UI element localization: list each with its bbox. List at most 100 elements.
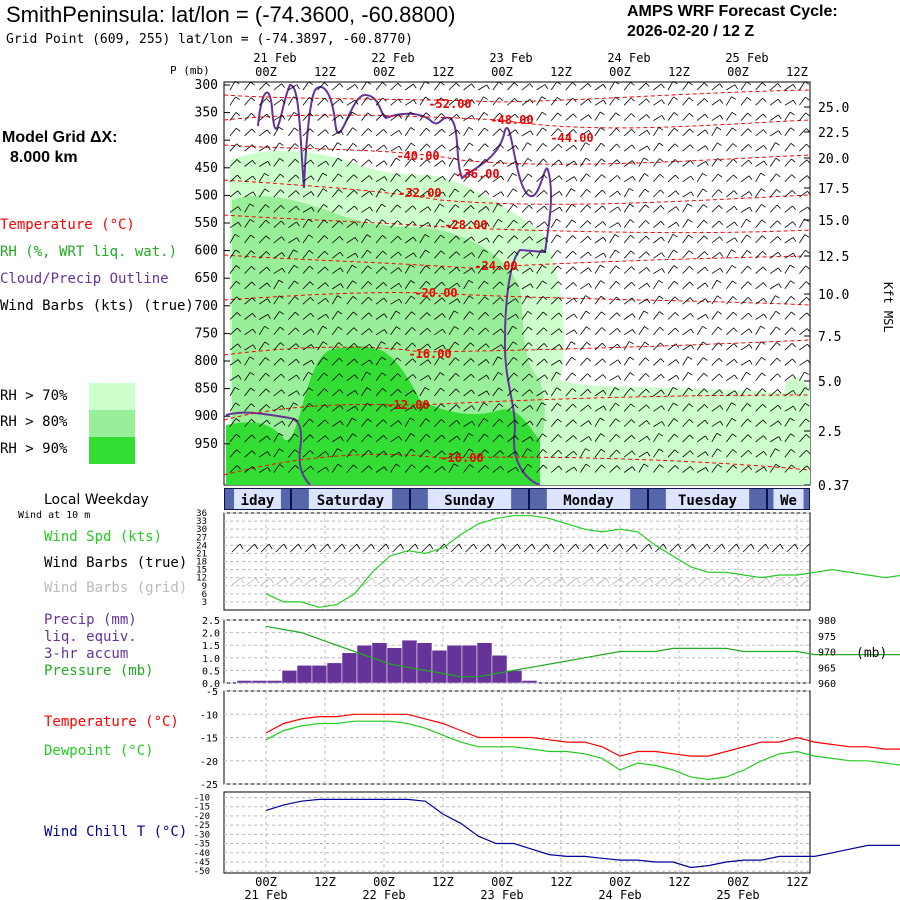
wind-barb: [507, 372, 518, 381]
wind-barb-true: [275, 543, 288, 553]
wind-barb: [536, 402, 547, 412]
wind-barb: [302, 359, 315, 366]
wind-barb: [653, 158, 664, 167]
wind-barb: [550, 96, 562, 106]
wind-barb: [638, 404, 650, 412]
wind-barb: [623, 341, 634, 351]
bottom-hour-label: 00Z: [609, 875, 631, 889]
wind-barb: [404, 83, 417, 91]
wind-barb: [448, 173, 459, 183]
wind-barb: [448, 235, 460, 244]
wind-barb: [550, 159, 563, 167]
wind-barb: [682, 297, 694, 305]
wind-barb: [623, 203, 635, 213]
wind-barb: [375, 250, 387, 259]
wind-barb: [667, 112, 679, 121]
wind-barb: [507, 325, 518, 336]
wind-barb: [799, 96, 810, 106]
wind-speed-tick-label: 36: [196, 509, 207, 519]
wind-barb-true: [698, 543, 711, 553]
precip-panel: 2.5 2.01.5 1.00.5 0.0 980 975 970 965 960 (mb): [202, 616, 900, 690]
wind-barb: [696, 129, 709, 137]
wind-barb: [784, 99, 797, 106]
legend-rh: RH (%, WRT liq. wat.): [0, 244, 178, 260]
wind-barb: [258, 161, 271, 167]
wind-barb: [404, 264, 415, 274]
wind-barb-true: [348, 543, 361, 553]
wind-barb: [784, 221, 797, 229]
wind-barb: [434, 372, 445, 381]
wind-barb: [273, 311, 284, 320]
kft-tick-label: 25.0: [818, 101, 849, 116]
wind-barb: [507, 251, 519, 259]
precip-bar: [356, 644, 373, 684]
wind-barb: [696, 357, 708, 366]
cloud-outline: [257, 84, 553, 485]
wind-barb-true: [596, 543, 609, 553]
wind-barb-true: [669, 543, 682, 553]
wind-barb: [667, 249, 678, 259]
wind-barb: [682, 234, 693, 244]
wind-barb: [244, 328, 256, 336]
wind-barb: [229, 312, 241, 320]
wind-barb: [623, 113, 636, 121]
wind-barb: [434, 160, 446, 167]
wind-barb: [434, 191, 446, 198]
rh-fill-group: [226, 150, 810, 485]
wind-barb-true: [377, 543, 390, 553]
top-hour-label: 00Z: [609, 65, 631, 79]
wind-barb: [375, 388, 387, 397]
wind-barb: [258, 282, 271, 290]
wind-barb-true: [757, 543, 769, 553]
wind-barb: [244, 160, 256, 167]
precip-bar: [236, 680, 253, 684]
precip-bar: [461, 644, 478, 684]
wind-barb: [404, 205, 417, 213]
wind-barb-true: [786, 543, 799, 553]
wind-barb: [244, 387, 255, 397]
wind-barb: [565, 356, 576, 366]
pressure-tick-label: 600: [195, 244, 218, 259]
wind-barb: [477, 465, 490, 473]
wind-barb: [623, 356, 635, 366]
wind-barb-grid: [363, 577, 376, 586]
wind-barb: [229, 296, 241, 305]
wind-barb: [463, 205, 475, 213]
wind-barb: [404, 448, 416, 458]
model-grid-line-2: 8.000 km: [10, 149, 78, 166]
wind-barb: [550, 218, 561, 228]
wind-barb: [638, 82, 650, 91]
wind-barb: [623, 176, 636, 183]
top-hour-label: 00Z: [255, 65, 277, 79]
top-hour-label: 12Z: [432, 65, 454, 79]
cross-section-panel: -52.00 -48.00 -44.00 -40.00 -36.00 -32.00 -28.…: [170, 51, 895, 494]
wind-barb: [521, 130, 534, 137]
wind-barb: [799, 265, 810, 274]
wind-barb: [536, 84, 549, 91]
wind-barb: [784, 405, 797, 412]
wind-barb: [667, 327, 680, 336]
wind-speed-tick-label: 21: [196, 549, 207, 559]
wind-barb: [740, 250, 752, 259]
wind-barb: [375, 313, 388, 320]
wind-barb: [638, 220, 650, 228]
wind-barb: [507, 313, 519, 320]
wind-barb: [317, 82, 329, 91]
wind-barb: [726, 237, 738, 244]
wind-barb: [521, 373, 534, 381]
wind-barb: [696, 82, 709, 91]
wind-barb: [755, 203, 766, 213]
weekday-strip: iday Saturday Sunday Monday Tuesday We: [224, 488, 810, 510]
wind-barb-true: [640, 543, 653, 553]
wind-speed-tick-label: 33: [196, 517, 207, 527]
wind-barb: [302, 159, 315, 167]
wind-barb: [273, 205, 285, 213]
wind-barb: [404, 405, 417, 412]
top-hour-label: 00Z: [491, 65, 513, 79]
wind-barb: [390, 388, 402, 397]
wind-chill-tick-label: -30: [194, 830, 210, 840]
wind-barb: [434, 466, 446, 473]
wind-barb: [331, 189, 343, 198]
forecast-cycle: AMPS WRF Forecast Cycle: 2026-02-20 / 12…: [627, 2, 838, 42]
